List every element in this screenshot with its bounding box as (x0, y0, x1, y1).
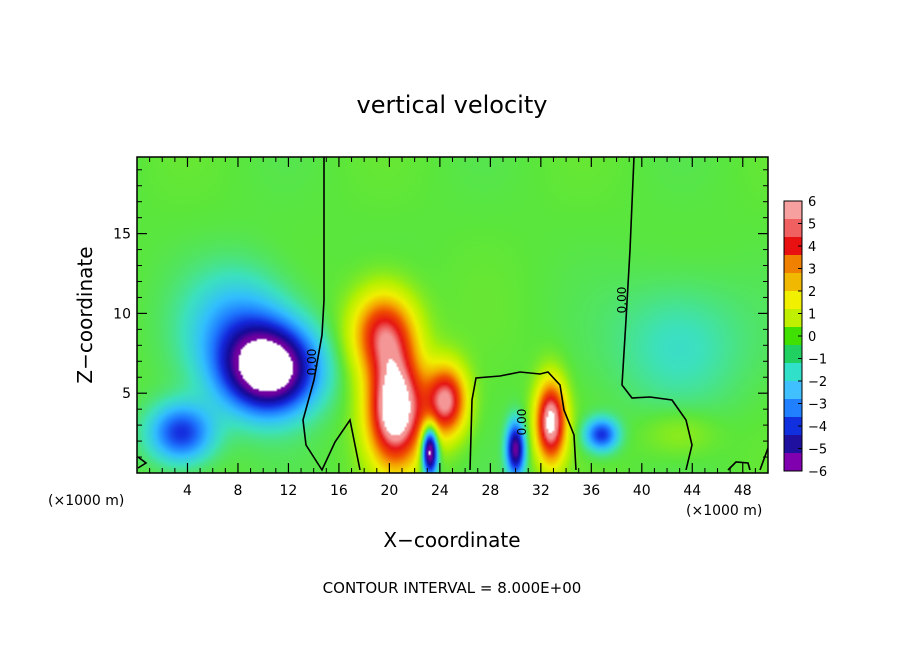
x-tick-label: 4 (183, 483, 192, 499)
x-tick-label: 12 (280, 483, 298, 499)
x-tick-label: 44 (683, 483, 701, 499)
colorbar: 6 5 4 3 2 1 0 −1 −2 −3 −4 −5 −6 (783, 195, 827, 480)
colorbar-label: 2 (808, 285, 816, 300)
y-axis-label: Z−coordinate (73, 246, 97, 383)
colorbar-label: −3 (808, 398, 827, 413)
x-tick-label: 20 (380, 483, 398, 499)
colorbar-swatch (784, 435, 802, 454)
colorbar-swatch (784, 237, 802, 256)
contour-label: 0.00 (615, 287, 629, 314)
x-tick-label: 16 (330, 483, 348, 499)
colorbar-swatch (784, 381, 802, 400)
x-axis: 4 8 12 16 20 24 28 32 36 40 44 48 (149, 157, 756, 499)
velocity-field (137, 157, 768, 473)
colorbar-swatch (784, 417, 802, 436)
colorbar-label: −6 (808, 465, 827, 480)
contour-labels: 0.00 0.00 0.00 (305, 287, 629, 436)
y-tick-label: 10 (113, 306, 131, 322)
contour-label: 0.00 (305, 349, 319, 376)
colorbar-swatch (784, 255, 802, 274)
zero-contour-lines (137, 157, 768, 472)
colorbar-swatch (784, 291, 802, 310)
colorbar-swatch (784, 309, 802, 328)
colorbar-label: −2 (808, 375, 827, 390)
x-axis-label: X−coordinate (383, 528, 520, 552)
x-tick-label: 8 (233, 483, 242, 499)
colorbar-swatch (784, 219, 802, 238)
colorbar-label: 4 (808, 240, 816, 255)
colorbar-label: 3 (808, 263, 816, 278)
colorbar-swatch (784, 345, 802, 364)
x-unit-left: (×1000 m) (48, 493, 124, 509)
colorbar-swatch (784, 201, 802, 220)
colorbar-label: 1 (808, 308, 816, 323)
x-tick-label: 36 (582, 483, 600, 499)
chart-title: vertical velocity (357, 91, 548, 119)
colorbar-swatch (784, 453, 802, 472)
colorbar-swatch (784, 273, 802, 292)
contour-label: 0.00 (515, 409, 529, 436)
colorbar-label: 5 (808, 218, 816, 233)
colorbar-label: −4 (808, 420, 827, 435)
y-tick-label: 15 (113, 227, 131, 243)
y-axis: 5 10 15 (113, 169, 768, 458)
contour-interval-footer: CONTOUR INTERVAL = 8.000E+00 (323, 579, 582, 597)
x-tick-label: 40 (633, 483, 651, 499)
colorbar-swatch (784, 327, 802, 346)
x-unit-right: (×1000 m) (686, 503, 762, 519)
x-tick-label: 24 (431, 483, 449, 499)
x-tick-label: 48 (734, 483, 752, 499)
colorbar-label: 6 (808, 195, 816, 210)
colorbar-swatch (784, 399, 802, 418)
plot-area: 0.000.000.00 4 8 12 16 20 24 28 32 36 40 44 48 5101… (113, 156, 769, 499)
x-tick-label: 32 (532, 483, 550, 499)
colorbar-swatch (784, 363, 802, 382)
colorbar-label: −1 (808, 353, 827, 368)
colorbar-label: −5 (808, 443, 827, 458)
colorbar-label: 0 (808, 330, 816, 345)
x-tick-label: 28 (481, 483, 499, 499)
y-tick-label: 5 (122, 386, 131, 402)
